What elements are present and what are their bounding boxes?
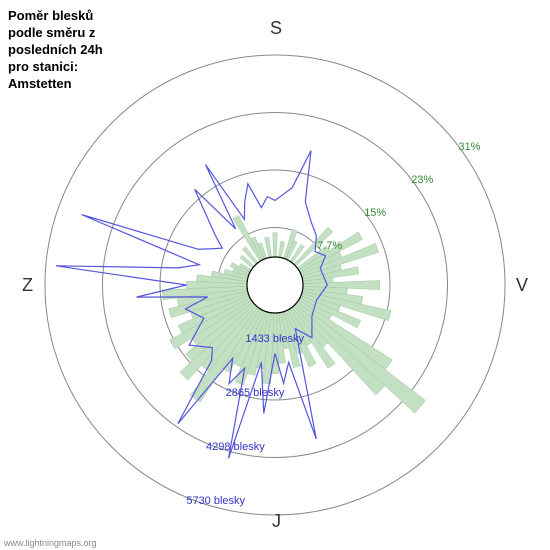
blue-ring-label: 2865 blesky: [226, 387, 285, 399]
compass-south: J: [272, 511, 281, 532]
compass-west: Z: [22, 275, 33, 296]
green-ring-label: 23%: [411, 174, 433, 186]
blue-ring-label: 4298 blesky: [206, 441, 265, 453]
chart-title: Poměr blesků podle směru z posledních 24…: [8, 8, 103, 92]
blue-ring-label: 5730 blesky: [186, 495, 245, 507]
green-ring-label: 7.7%: [317, 240, 342, 252]
compass-east: V: [516, 275, 528, 296]
blue-ring-label: 1433 blesky: [245, 333, 304, 345]
green-ring-label: 15%: [364, 207, 386, 219]
compass-north: S: [270, 18, 282, 39]
footer-attribution: www.lightningmaps.org: [4, 538, 97, 548]
green-ring-label: 31%: [458, 141, 480, 153]
